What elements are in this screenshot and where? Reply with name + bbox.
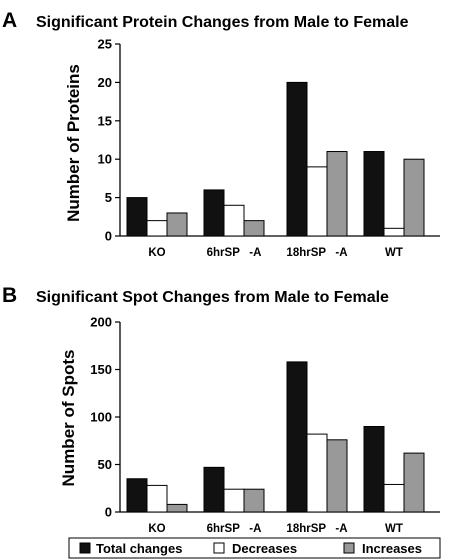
- bar-increases: [326, 151, 348, 237]
- panel-a-letter: A: [2, 9, 17, 32]
- bar-increases: [403, 452, 425, 513]
- bar-decreases: [223, 204, 245, 237]
- panel-b-x-ticks: KO 6hrSP -A 18hrSP -A WT: [148, 523, 403, 535]
- panel-a-x-ticks: KO 6hrSP -A 18hrSP -A WT: [148, 247, 403, 259]
- panel-b-letter: B: [2, 284, 17, 307]
- y-tick-label: 5: [105, 190, 112, 205]
- bar-decreases: [223, 488, 245, 513]
- panel-b-chart: B Significant Spot Changes from Male to …: [2, 284, 440, 535]
- x-tick-label: KO: [148, 247, 165, 259]
- bar-total-changes: [363, 426, 385, 513]
- bar-total-changes: [126, 478, 148, 513]
- bar-decreases: [146, 220, 168, 237]
- bar-total-changes: [286, 361, 308, 513]
- panel-b-axes: [119, 322, 440, 513]
- x-tick-label: 6hrSP -A: [207, 523, 262, 535]
- bar-decreases: [383, 227, 405, 237]
- legend-label: Total changes: [96, 541, 182, 556]
- legend-items: Total changes Decreases Increases: [79, 541, 422, 556]
- bar-increases: [403, 158, 425, 237]
- bar-total-changes: [363, 151, 385, 237]
- panel-b-bars: [126, 361, 425, 513]
- legend: Total changes Decreases Increases: [68, 537, 441, 559]
- bar-increases: [166, 212, 188, 237]
- x-tick-label: WT: [385, 247, 403, 259]
- bar-decreases: [146, 484, 168, 513]
- legend-label: Increases: [362, 541, 422, 556]
- legend-swatch: [79, 542, 91, 554]
- panel-a-chart: A Significant Protein Changes from Male …: [2, 9, 440, 259]
- y-tick-label: 10: [98, 152, 112, 167]
- panel-a-y-axis-label: Number of Proteins: [64, 64, 83, 222]
- y-tick-label: 200: [90, 315, 112, 330]
- x-tick-label: 18hrSP -A: [286, 523, 347, 535]
- x-tick-label: 18hrSP -A: [286, 247, 347, 259]
- legend-label: Decreases: [232, 541, 297, 556]
- bar-increases: [326, 439, 348, 513]
- y-tick-label: 0: [105, 505, 112, 520]
- bar-decreases: [383, 483, 405, 513]
- panel-a-axes: [119, 44, 440, 237]
- x-tick-label: WT: [385, 523, 403, 535]
- bar-total-changes: [203, 466, 225, 513]
- panel-a-y-ticks: 0 5 10 15 20 25: [98, 37, 120, 244]
- y-tick-label: 150: [90, 362, 112, 377]
- bar-increases: [243, 488, 265, 513]
- bar-total-changes: [286, 81, 308, 237]
- bar-total-changes: [126, 197, 148, 237]
- x-tick-label: 6hrSP -A: [207, 247, 262, 259]
- panel-a-bars: [126, 81, 425, 237]
- legend-swatch: [213, 542, 225, 554]
- y-tick-label: 25: [98, 37, 112, 52]
- y-tick-label: 20: [98, 75, 112, 90]
- bar-increases: [166, 503, 188, 513]
- panel-b-y-ticks: 0 50 100 150 200: [90, 315, 120, 520]
- legend-swatch: [343, 542, 355, 554]
- y-tick-label: 50: [98, 457, 112, 472]
- bar-total-changes: [203, 189, 225, 237]
- panel-b-y-axis-label: Number of Spots: [59, 350, 78, 487]
- y-tick-label: 0: [105, 229, 112, 244]
- bar-increases: [243, 220, 265, 237]
- panel-b-title: Significant Spot Changes from Male to Fe…: [36, 289, 389, 306]
- y-tick-label: 15: [98, 113, 112, 128]
- panel-a-title: Significant Protein Changes from Male to…: [36, 14, 409, 31]
- y-tick-label: 100: [90, 410, 112, 425]
- bar-decreases: [306, 166, 328, 237]
- x-tick-label: KO: [148, 523, 165, 535]
- bar-decreases: [306, 433, 328, 513]
